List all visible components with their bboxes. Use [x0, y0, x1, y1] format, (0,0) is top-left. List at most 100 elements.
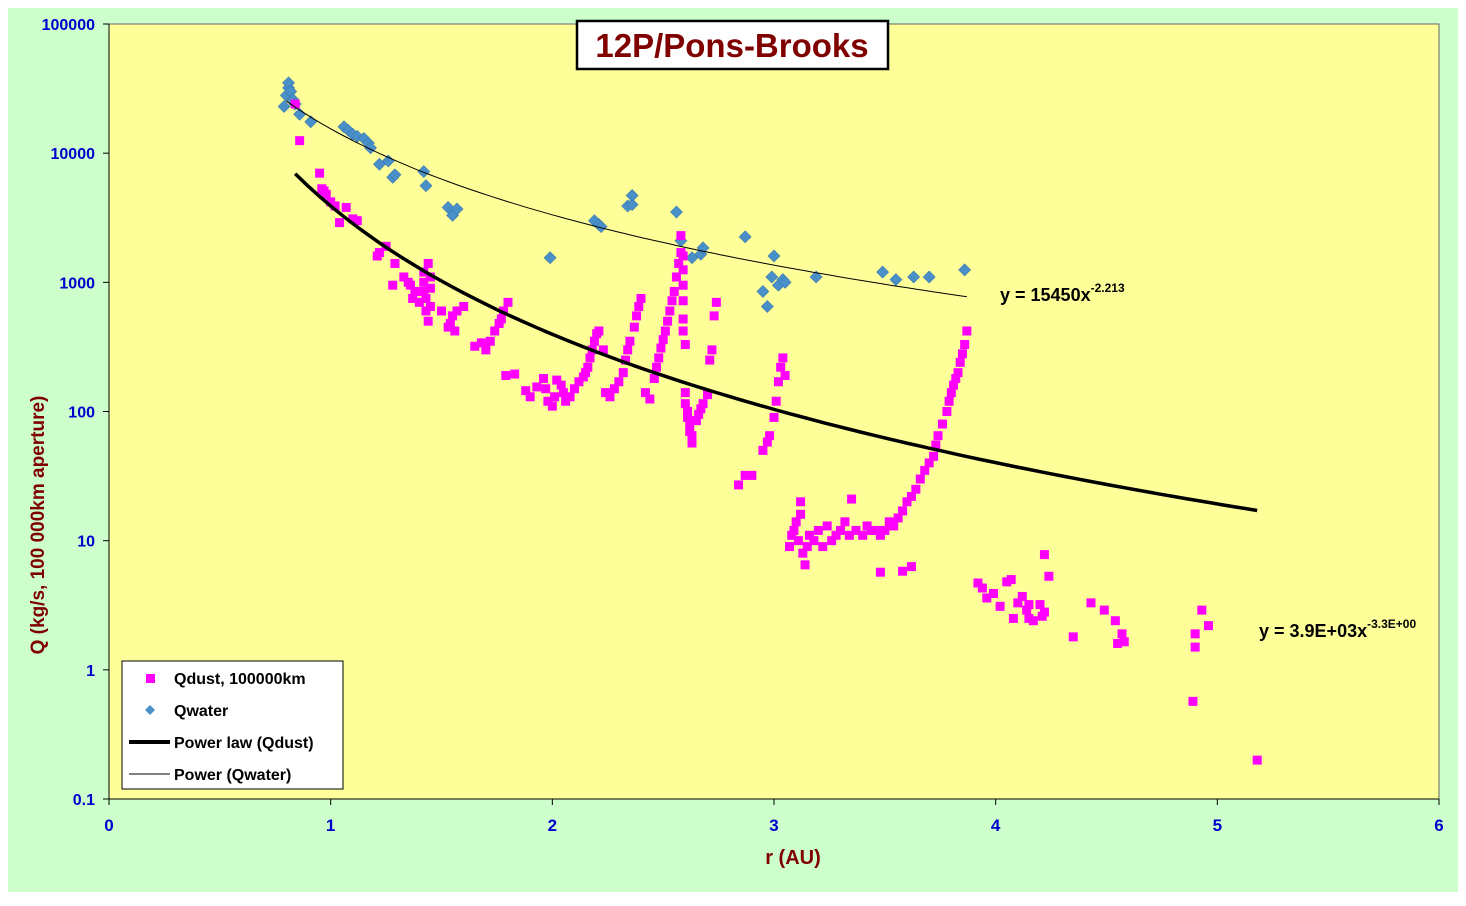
- qdust-point: [796, 497, 806, 507]
- qdust-point: [875, 530, 885, 540]
- x-tick-label: 1: [326, 816, 335, 835]
- qdust-point: [1008, 613, 1018, 623]
- qdust-point: [425, 301, 435, 311]
- qdust-point: [818, 542, 828, 552]
- qdust-point: [703, 390, 712, 400]
- qdust-point: [543, 396, 553, 406]
- y-tick-label: 10: [77, 534, 95, 551]
- qdust-point: [525, 392, 535, 402]
- qdust-point: [501, 370, 511, 380]
- qdust-point: [1203, 621, 1213, 631]
- qdust-point: [405, 280, 415, 290]
- qdust-point: [924, 458, 934, 468]
- qdust-point: [960, 340, 970, 350]
- qdust-point: [827, 536, 837, 546]
- qwater-point: [419, 179, 433, 193]
- qdust-point: [687, 431, 697, 441]
- qdust-point: [425, 283, 435, 293]
- qdust-point: [565, 392, 575, 402]
- qdust-point: [946, 388, 956, 398]
- qdust-point: [408, 293, 418, 303]
- qdust-point: [1086, 598, 1096, 608]
- qdust-point: [898, 566, 908, 576]
- qdust-point: [598, 345, 608, 355]
- qdust-point: [1024, 600, 1034, 610]
- qdust-point: [674, 258, 684, 268]
- qwater-point: [625, 198, 639, 211]
- x-axis-title: r (AU): [765, 847, 821, 869]
- qdust-point: [481, 345, 491, 355]
- qdust-point: [510, 369, 520, 379]
- qdust-point: [490, 326, 500, 336]
- qdust-point: [625, 336, 635, 346]
- x-tick-label: 4: [991, 816, 1001, 835]
- qdust-point: [798, 548, 808, 558]
- qdust-point: [734, 480, 744, 490]
- qdust-point: [452, 306, 462, 316]
- qdust-point: [709, 311, 719, 321]
- qdust-point: [532, 382, 542, 392]
- qdust-point: [541, 384, 551, 394]
- qdust-point: [680, 399, 690, 409]
- qwater-point: [543, 251, 557, 265]
- dust-power-law-line: [293, 172, 1258, 513]
- qdust-point: [423, 258, 433, 268]
- qdust-point: [419, 286, 429, 296]
- qdust-point: [476, 338, 486, 348]
- qdust-point: [645, 394, 655, 404]
- qdust-point: [1252, 755, 1262, 765]
- qdust-point: [694, 409, 704, 419]
- qdust-point: [771, 396, 781, 406]
- qdust-point: [933, 431, 943, 441]
- qdust-point: [691, 416, 701, 426]
- x-tick-label: 5: [1213, 816, 1222, 835]
- qwater-point: [760, 300, 774, 313]
- qdust-point: [660, 326, 670, 336]
- dust-fit-equation: y = 3.9E+03x-3.3E+00: [1259, 617, 1416, 641]
- qdust-point: [632, 311, 642, 321]
- legend-water-fit-label: Power (Qwater): [174, 767, 291, 784]
- y-tick-label: 100: [68, 405, 95, 422]
- qwater-point: [907, 270, 921, 284]
- qwater-point: [767, 249, 781, 263]
- qdust-point: [552, 375, 562, 385]
- qdust-point: [949, 380, 959, 390]
- qdust-point: [747, 470, 757, 480]
- legend-qdust-label: Qdust, 100000km: [174, 671, 306, 688]
- qdust-point: [388, 280, 398, 290]
- qdust-point: [906, 562, 916, 572]
- qdust-point: [538, 374, 548, 384]
- qdust-point: [636, 293, 646, 303]
- qdust-point: [773, 377, 783, 387]
- qdust-point: [1022, 605, 1032, 615]
- x-tick-label: 3: [769, 816, 778, 835]
- qdust-point: [789, 525, 799, 535]
- qdust-point: [915, 474, 925, 484]
- qdust-point: [496, 314, 506, 324]
- water-power-line: [286, 100, 967, 298]
- qdust-point: [778, 353, 788, 363]
- qdust-point: [445, 319, 455, 329]
- qdust-point: [671, 272, 681, 282]
- qdust-point: [1110, 616, 1120, 626]
- qdust-point: [685, 419, 695, 429]
- qdust-point: [374, 248, 384, 258]
- qdust-point: [1017, 591, 1027, 601]
- legend: Qdust, 100000km Qwater Power law (Qdust)…: [121, 660, 344, 790]
- qdust-point: [609, 384, 619, 394]
- qdust-point: [769, 412, 779, 422]
- y-tick-label: 0.1: [73, 792, 95, 809]
- qdust-point: [683, 407, 693, 416]
- qdust-point: [836, 525, 845, 535]
- qdust-point: [290, 99, 300, 109]
- qdust-point: [1035, 600, 1045, 610]
- qdust-point: [942, 407, 952, 416]
- qdust-point: [341, 202, 351, 212]
- qdust-point: [889, 521, 899, 531]
- qdust-point: [711, 297, 721, 307]
- qdust-point: [419, 277, 429, 287]
- qdust-point: [1006, 575, 1016, 585]
- qdust-point: [421, 293, 431, 303]
- qdust-point: [906, 491, 916, 501]
- qdust-point: [920, 465, 930, 475]
